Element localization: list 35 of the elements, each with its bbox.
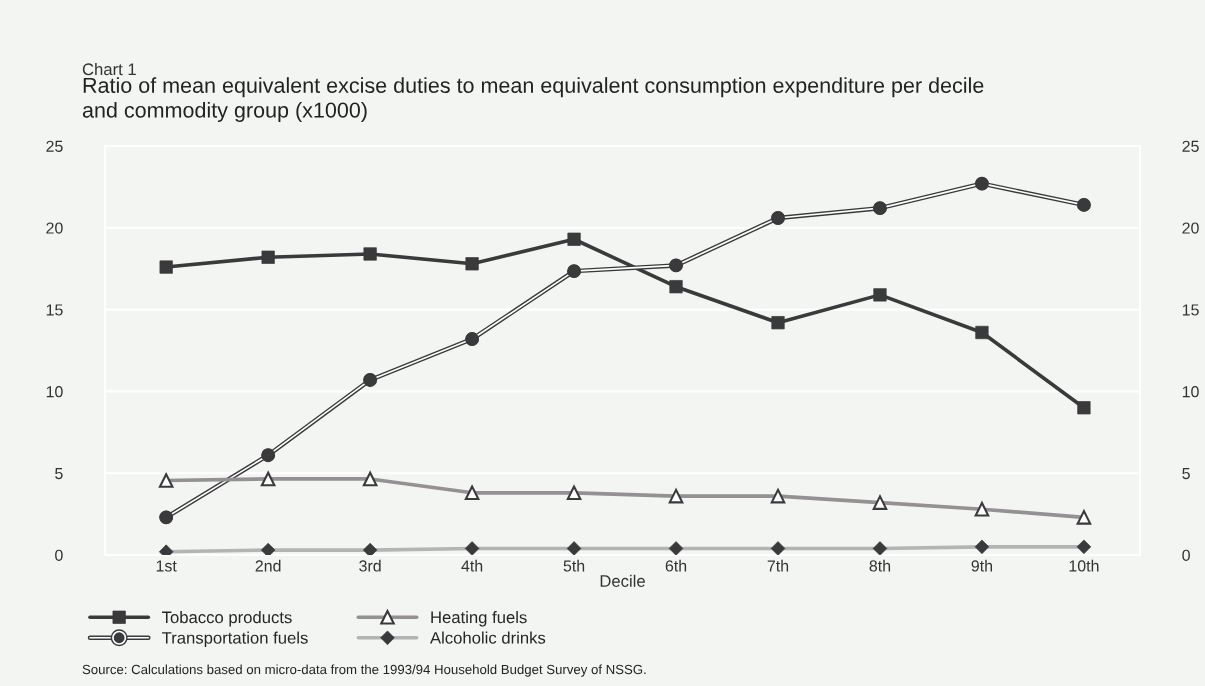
legend-label: Heating fuels (431, 611, 527, 627)
chart-subtitle: Chart 1 (82, 62, 136, 76)
y-tick-label: 25 (46, 140, 63, 152)
x-tick-label: 10th (1069, 559, 1099, 572)
x-tick-label: 8th (869, 559, 891, 572)
x-tick-label: 2nd (255, 559, 281, 572)
chart-title: Ratio of mean equivalent excise duties to mean equivalent consumption expenditure per decile and commodity group (x1000) (82, 77, 984, 122)
legend-label: Tobacco products (162, 611, 292, 627)
legend-label: Transportation fuels (162, 631, 308, 648)
x-tick-label: 6th (665, 559, 687, 572)
x-tick-label: 4th (461, 559, 483, 572)
source-note: Source: Calculations based on micro-data from the 1993/94 Household Budget Survey of NSSG. (82, 664, 646, 677)
y-tick-label: 15 (46, 304, 63, 316)
y2-tick-label: 20 (1182, 222, 1199, 234)
x-tick-label: 3rd (359, 559, 381, 572)
y-tick-label: 0 (55, 549, 63, 561)
x-tick-label: 7th (767, 559, 789, 572)
y2-tick-label: 0 (1182, 549, 1190, 561)
point (567, 232, 581, 246)
legend-label: Alcoholic drinks (430, 631, 546, 644)
y2-tick-label: 10 (1182, 386, 1199, 398)
x-tick-label: 1st (156, 560, 177, 572)
y2-tick-label: 25 (1182, 140, 1199, 152)
x-tick-label: 5th (563, 559, 585, 572)
y-tick-label: 5 (55, 468, 63, 480)
y2-tick-label: 15 (1182, 304, 1199, 316)
y-tick-label: 10 (46, 386, 63, 398)
x-axis-title: Decile (600, 574, 645, 587)
point (771, 211, 785, 225)
point (771, 316, 785, 330)
y2-tick-label: 5 (1182, 468, 1190, 480)
point (975, 325, 989, 340)
x-tick-label: 9th (971, 559, 993, 572)
y-tick-label: 20 (46, 222, 63, 234)
point (669, 258, 683, 273)
